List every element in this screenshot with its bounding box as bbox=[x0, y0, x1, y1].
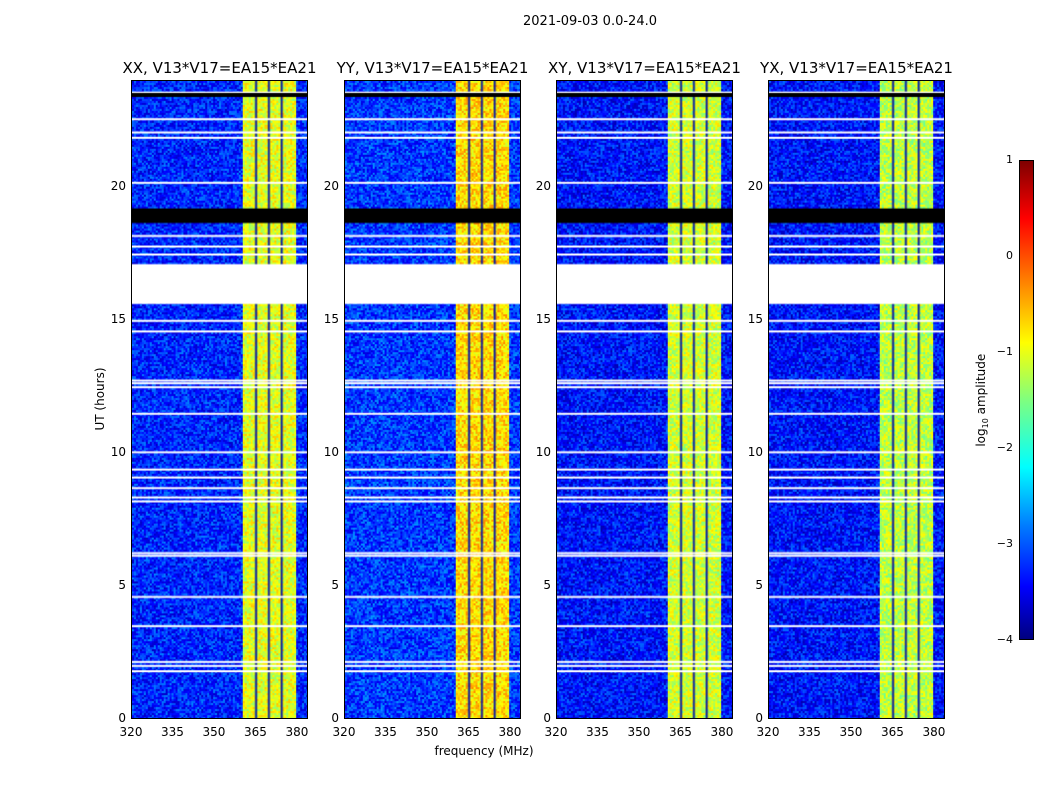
y-tick-label: 20 bbox=[110, 178, 126, 193]
y-tick-label: 0 bbox=[755, 711, 763, 725]
x-tick-label: 365 bbox=[244, 725, 267, 739]
x-tick-label: 350 bbox=[202, 725, 226, 739]
y-tick-label: 10 bbox=[110, 444, 126, 459]
x-tick-label: 320 bbox=[332, 725, 356, 739]
y-tick-label: 5 bbox=[331, 577, 339, 592]
heatmap-panel-1 bbox=[344, 80, 521, 719]
x-tick-label: 335 bbox=[161, 725, 184, 739]
x-tick-label: 380 bbox=[922, 725, 946, 739]
x-axis-label: frequency (MHz) bbox=[434, 744, 534, 758]
x-tick-label: 335 bbox=[798, 725, 821, 739]
y-tick-label: 5 bbox=[543, 577, 551, 592]
x-tick-label: 365 bbox=[881, 725, 904, 739]
panel-title: YX, V13*V17=EA15*EA21 bbox=[760, 59, 953, 77]
panel-title: XY, V13*V17=EA15*EA21 bbox=[548, 59, 741, 77]
y-tick-label: 0 bbox=[543, 711, 551, 725]
y-tick-label: 5 bbox=[755, 577, 763, 592]
x-tick-label: 380 bbox=[498, 725, 522, 739]
x-tick-label: 350 bbox=[839, 725, 863, 739]
y-tick-label: 10 bbox=[747, 444, 763, 459]
colorbar-tick-label: −1 bbox=[996, 345, 1013, 358]
x-tick-label: 350 bbox=[415, 725, 439, 739]
y-tick-label: 10 bbox=[323, 444, 339, 459]
colorbar-label: log10 amplitude bbox=[973, 353, 991, 447]
panel-title: XX, V13*V17=EA15*EA21 bbox=[122, 59, 317, 77]
y-tick-label: 20 bbox=[323, 178, 339, 193]
heatmap-image bbox=[132, 81, 307, 718]
colorbar-tick-label: 1 bbox=[1006, 153, 1013, 166]
x-tick-label: 335 bbox=[586, 725, 609, 739]
heatmap-panel-2 bbox=[556, 80, 733, 719]
colorbar-tick-label: −3 bbox=[996, 537, 1013, 550]
x-tick-label: 365 bbox=[669, 725, 692, 739]
x-tick-label: 350 bbox=[627, 725, 651, 739]
y-tick-label: 5 bbox=[118, 577, 126, 592]
y-tick-label: 20 bbox=[747, 178, 763, 193]
colorbar-tick-label: −4 bbox=[996, 633, 1013, 646]
x-tick-label: 320 bbox=[119, 725, 143, 739]
figure-title: 2021-09-03 0.0-24.0 bbox=[523, 14, 657, 29]
y-tick-label: 10 bbox=[535, 444, 551, 459]
y-tick-label: 20 bbox=[535, 178, 551, 193]
colorbar-tick-label: −2 bbox=[996, 441, 1013, 454]
heatmap-panel-0 bbox=[131, 80, 308, 719]
y-tick-label: 15 bbox=[747, 311, 763, 326]
heatmap-image bbox=[345, 81, 520, 718]
x-tick-label: 380 bbox=[285, 725, 309, 739]
y-tick-label: 15 bbox=[535, 311, 551, 326]
y-tick-label: 0 bbox=[118, 711, 126, 725]
y-axis-label: UT (hours) bbox=[93, 367, 107, 431]
y-tick-label: 15 bbox=[323, 311, 339, 326]
heatmap-image bbox=[769, 81, 944, 718]
x-tick-label: 335 bbox=[374, 725, 397, 739]
heatmap-panel-3 bbox=[768, 80, 945, 719]
x-tick-label: 320 bbox=[544, 725, 568, 739]
panel-title: YY, V13*V17=EA15*EA21 bbox=[336, 59, 529, 77]
y-tick-label: 15 bbox=[110, 311, 126, 326]
colorbar-tick-label: 0 bbox=[1006, 249, 1013, 262]
x-tick-label: 365 bbox=[457, 725, 480, 739]
x-tick-label: 320 bbox=[756, 725, 780, 739]
y-tick-label: 0 bbox=[331, 711, 339, 725]
x-tick-label: 380 bbox=[710, 725, 734, 739]
heatmap-image bbox=[557, 81, 732, 718]
colorbar bbox=[1019, 160, 1034, 640]
